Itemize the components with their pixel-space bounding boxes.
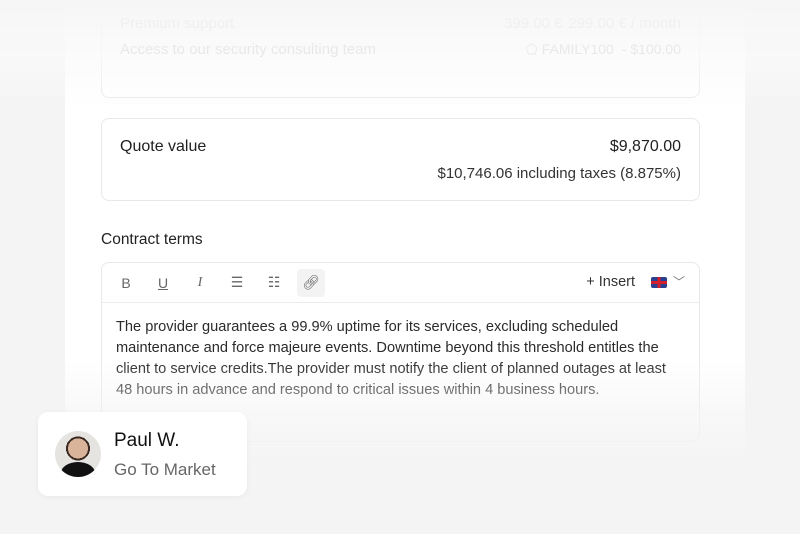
old-price: 399.00 € <box>504 15 563 32</box>
editor-toolbar: B U I ☰ ☷ 🔗︎ + Insert ﹀ <box>102 263 699 303</box>
coupon-code: FAMILY100 <box>541 41 614 57</box>
profile-name: Paul W. <box>114 430 180 451</box>
quote-value-card: Quote value $9,870.00 $10,746.06 includi… <box>101 118 700 201</box>
price: 299.00 € / month <box>568 15 681 32</box>
underline-icon: U <box>157 274 169 291</box>
profile-card: Paul W. Go To Market <box>38 412 247 496</box>
bullet-list-icon: ☰ <box>230 274 244 290</box>
bold-button[interactable]: B <box>112 269 140 297</box>
contract-terms-label: Contract terms <box>101 231 203 248</box>
numbered-list-button[interactable]: ☷ <box>260 269 288 297</box>
profile-role: Go To Market <box>114 460 216 479</box>
quote-taxes: $10,746.06 including taxes (8.875%) <box>437 165 681 182</box>
uk-flag-icon[interactable] <box>651 277 667 288</box>
link-button[interactable]: 🔗︎ <box>297 268 325 297</box>
quote-label: Quote value <box>120 138 207 155</box>
bullet-list-button[interactable]: ☰ <box>223 269 251 297</box>
bold-icon: B <box>121 274 131 291</box>
insert-button[interactable]: + Insert <box>586 274 635 290</box>
line-item-name: Premium support <box>120 15 235 32</box>
italic-icon: I <box>197 274 203 290</box>
italic-button[interactable]: I <box>186 269 214 297</box>
line-item-card: Premium support 399.00 € 299.00 € / month… <box>101 0 700 98</box>
link-icon: 🔗︎ <box>302 274 320 290</box>
quote-amount: $9,870.00 <box>609 138 681 155</box>
discount: - $100.00 <box>621 41 681 57</box>
contract-text[interactable]: The provider guarantees a 99.9% uptime f… <box>116 319 666 398</box>
avatar <box>55 431 101 477</box>
line-item-description: Access to our security consulting team <box>120 41 376 58</box>
tag-icon: ⬠ <box>525 41 542 57</box>
numbered-list-icon: ☷ <box>267 274 281 290</box>
chevron-down-icon[interactable]: ﹀ <box>672 275 685 289</box>
underline-button[interactable]: U <box>149 269 177 297</box>
